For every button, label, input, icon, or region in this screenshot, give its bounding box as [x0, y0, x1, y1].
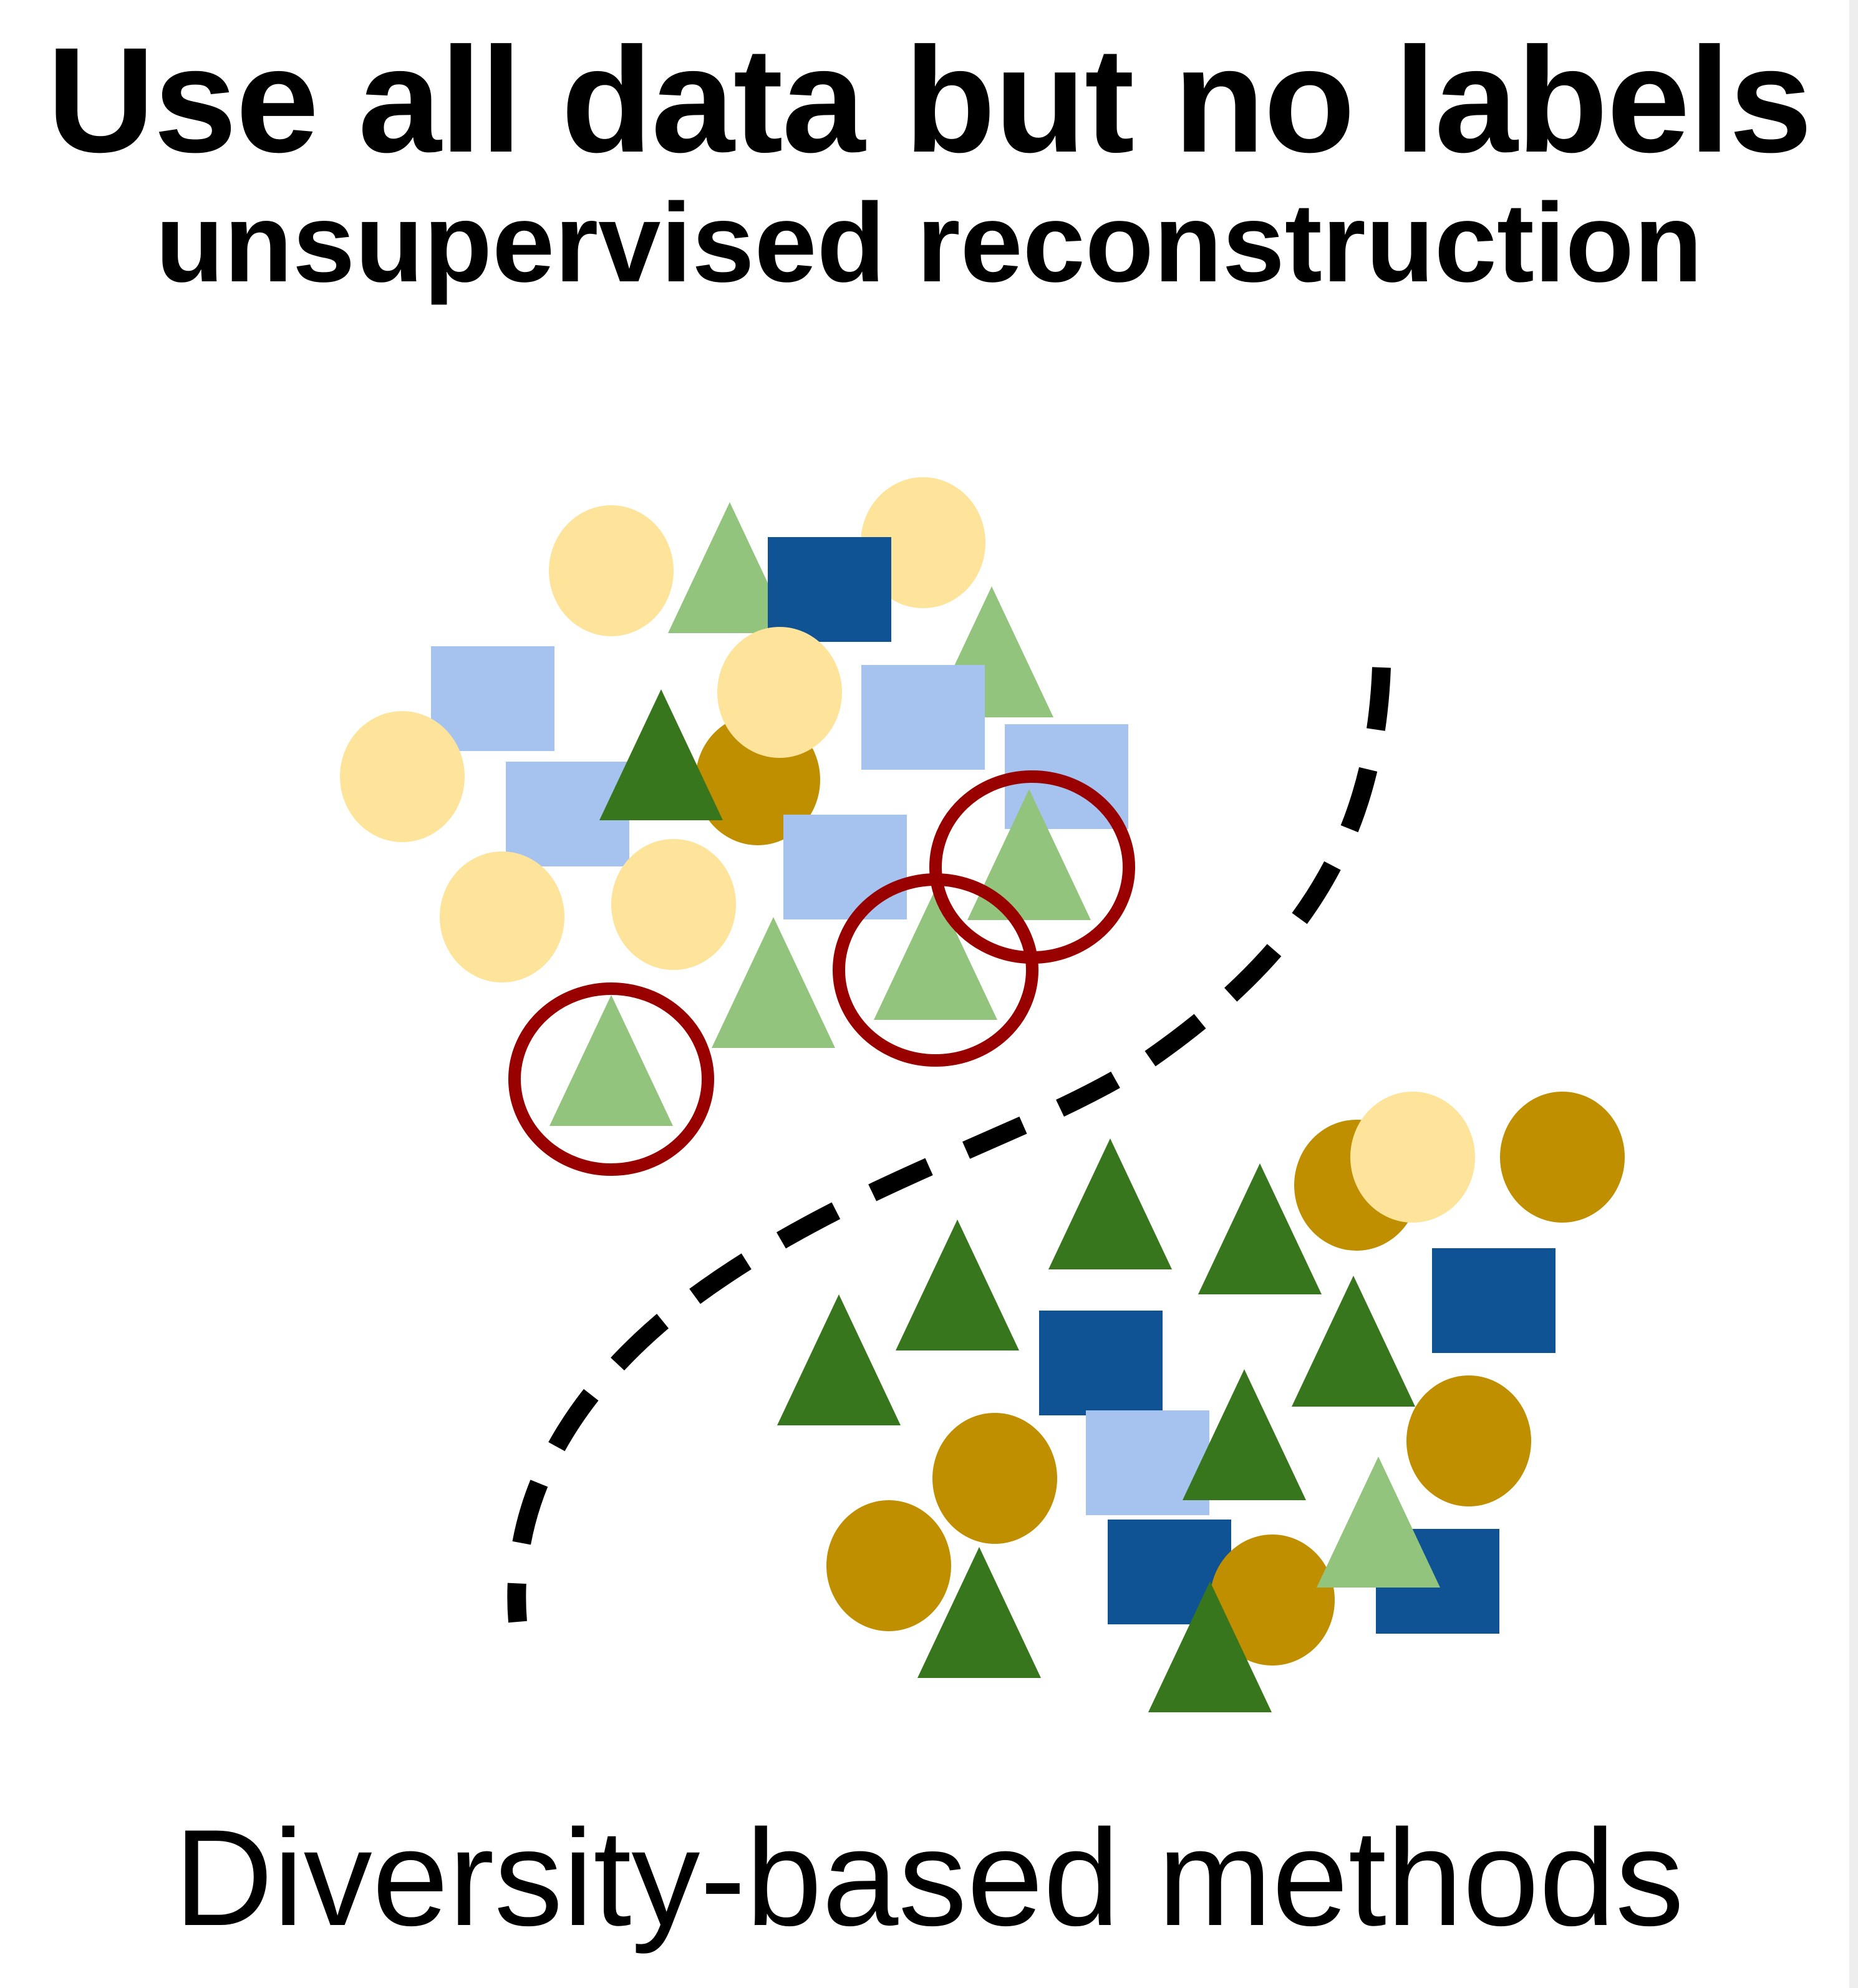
gold-circle-point [1210, 1535, 1335, 1666]
dark-blue-square-point [1039, 1311, 1163, 1415]
light-yellow-circle-point [861, 477, 985, 608]
light-yellow-circle-point [549, 505, 674, 636]
gold-circle-point [1500, 1092, 1625, 1223]
light-yellow-circle-point [611, 839, 736, 970]
light-green-triangle-point [874, 889, 997, 1020]
gold-circle-point [1406, 1375, 1531, 1506]
diagram-subtitle: unsupervised reconstruction [155, 180, 1703, 306]
light-green-triangle-point [549, 995, 673, 1126]
selection-ring [508, 982, 714, 1176]
dark-green-triangle-point [1048, 1138, 1172, 1269]
light-yellow-circle-point [1350, 1092, 1475, 1223]
gold-circle-point [826, 1500, 951, 1631]
light-yellow-circle-point [440, 851, 564, 982]
light-green-triangle-point [668, 502, 791, 633]
dark-blue-square-point [768, 537, 891, 642]
light-blue-square-point [861, 665, 985, 770]
dark-green-triangle-point [1183, 1369, 1306, 1500]
light-yellow-circle-point [717, 627, 842, 758]
selection-ring [833, 873, 1038, 1067]
diagram-caption: Diversity-based methods [174, 1801, 1684, 1954]
diagram-title: Use all data but no labels [47, 16, 1812, 183]
light-green-triangle-point [712, 917, 835, 1048]
light-blue-square-point [783, 815, 907, 919]
selection-rings [508, 770, 1135, 1176]
light-blue-square-point [431, 646, 554, 751]
light-yellow-circle-point [340, 711, 465, 842]
decision-boundary [507, 667, 1391, 1623]
page-edge [1849, 0, 1858, 1988]
dark-green-triangle-point [896, 1219, 1019, 1350]
data-points [340, 477, 1625, 1712]
dark-green-triangle-point [917, 1547, 1041, 1678]
dark-blue-square-point [1432, 1248, 1556, 1353]
gold-circle-point [932, 1413, 1057, 1544]
light-green-triangle-point [1317, 1457, 1440, 1588]
dark-green-triangle-point [1148, 1581, 1272, 1712]
dark-green-triangle-point [777, 1294, 901, 1425]
dark-green-triangle-point [1292, 1276, 1415, 1407]
dark-green-triangle-point [1198, 1163, 1322, 1294]
dark-green-triangle-point [599, 689, 723, 820]
light-green-triangle-point [967, 789, 1091, 920]
